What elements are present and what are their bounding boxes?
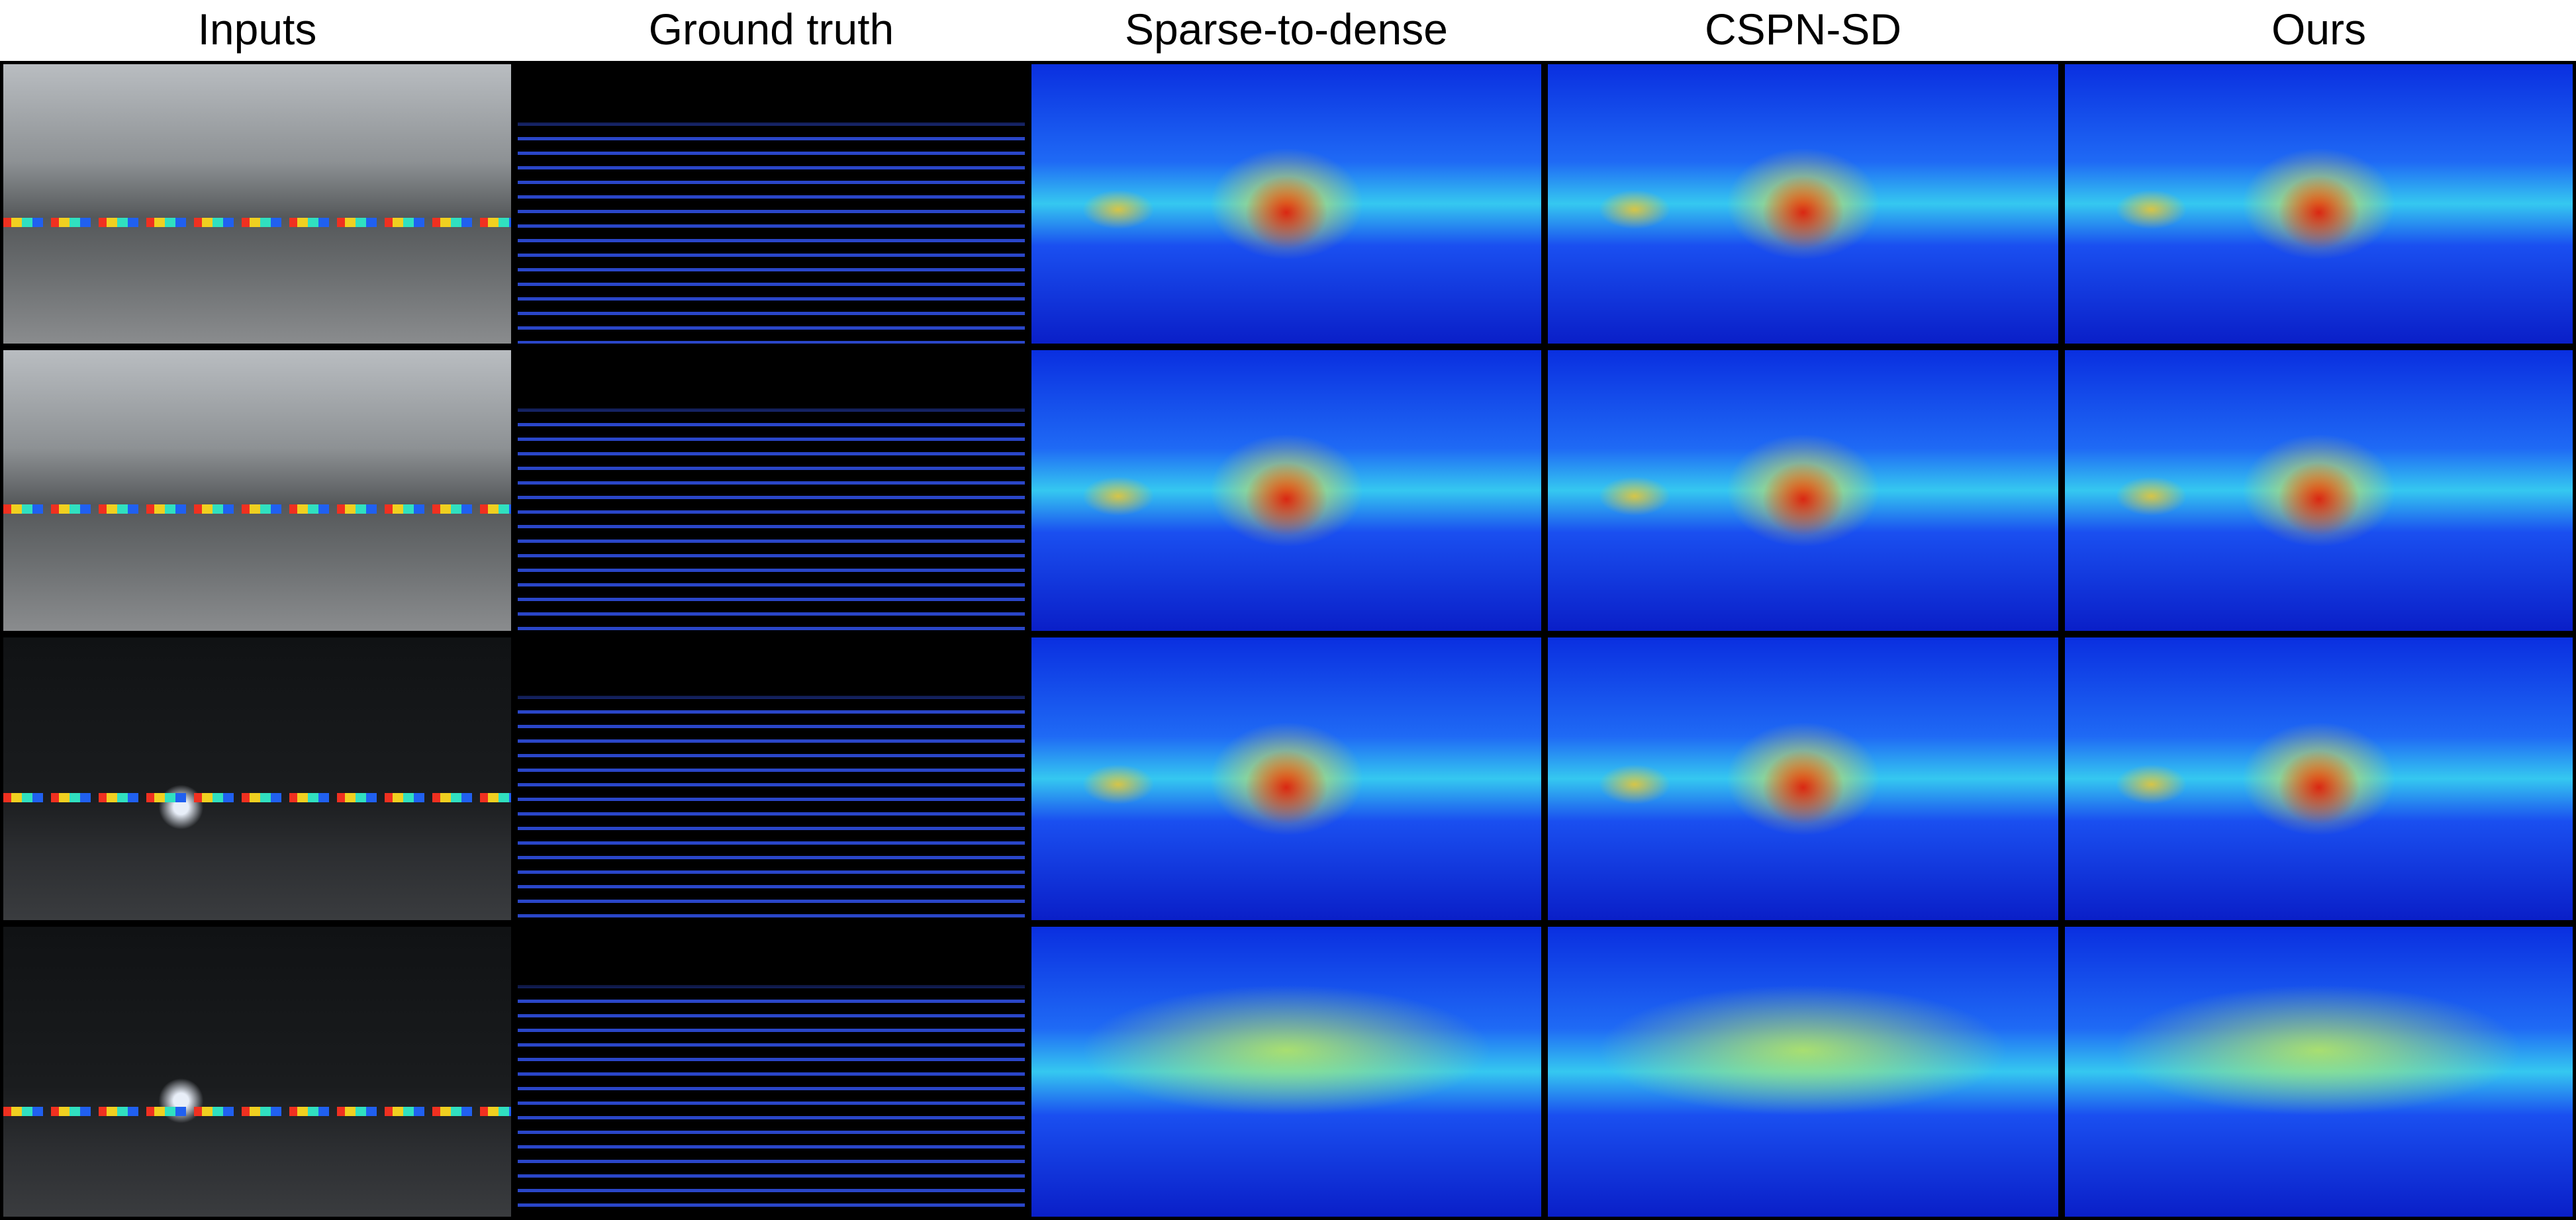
depth-blob	[2115, 765, 2187, 804]
depth-blob	[2278, 462, 2360, 536]
depth-map	[1545, 61, 2062, 347]
depth-blob	[1762, 175, 1844, 249]
ground-truth-image	[514, 923, 1028, 1220]
depth-blob	[1245, 462, 1327, 536]
depth-blob	[1082, 984, 1490, 1115]
input-image	[0, 923, 514, 1220]
depth-map	[1028, 634, 1545, 923]
depth-map	[1545, 923, 2062, 1220]
column-header: Ours	[2271, 5, 2367, 54]
ground-truth-image	[514, 347, 1028, 634]
depth-map	[2062, 347, 2576, 634]
depth-blob	[2115, 984, 2522, 1115]
sparse-points	[3, 218, 511, 228]
lidar-lines	[518, 637, 1025, 920]
lidar-lines	[518, 350, 1025, 631]
depth-map	[1545, 347, 2062, 634]
ground-truth-image	[514, 634, 1028, 923]
depth-map	[1028, 61, 1545, 347]
sparse-points	[3, 504, 511, 514]
depth-map	[2062, 61, 2576, 347]
depth-map	[2062, 923, 2576, 1220]
column-header: Inputs	[197, 5, 317, 54]
input-image	[0, 347, 514, 634]
sparse-points	[3, 792, 511, 802]
depth-blob	[1762, 750, 1844, 824]
depth-blob	[1082, 765, 1154, 804]
depth-blob	[1245, 175, 1327, 249]
depth-blob	[2278, 750, 2360, 824]
depth-blob	[1082, 476, 1154, 516]
depth-blob	[1599, 984, 2007, 1115]
depth-blob	[1599, 476, 1671, 516]
column-header: CSPN-SD	[1704, 5, 1902, 54]
input-image	[0, 634, 514, 923]
ground-truth-image	[514, 61, 1028, 347]
sparse-points	[3, 1106, 511, 1116]
depth-map	[1028, 347, 1545, 634]
depth-blob	[2115, 189, 2187, 229]
depth-map	[1028, 923, 1545, 1220]
column-header: Sparse-to-dense	[1125, 5, 1448, 54]
lidar-lines	[518, 927, 1025, 1217]
depth-blob	[2278, 175, 2360, 249]
depth-blob	[1762, 462, 1844, 536]
depth-blob	[1082, 189, 1154, 229]
depth-blob	[2115, 476, 2187, 516]
input-image	[0, 61, 514, 347]
depth-blob	[1599, 189, 1671, 229]
lidar-lines	[518, 64, 1025, 344]
depth-map	[2062, 634, 2576, 923]
depth-map	[1545, 634, 2062, 923]
depth-blob	[1245, 750, 1327, 824]
depth-blob	[1599, 765, 1671, 804]
column-header: Ground truth	[648, 5, 894, 54]
